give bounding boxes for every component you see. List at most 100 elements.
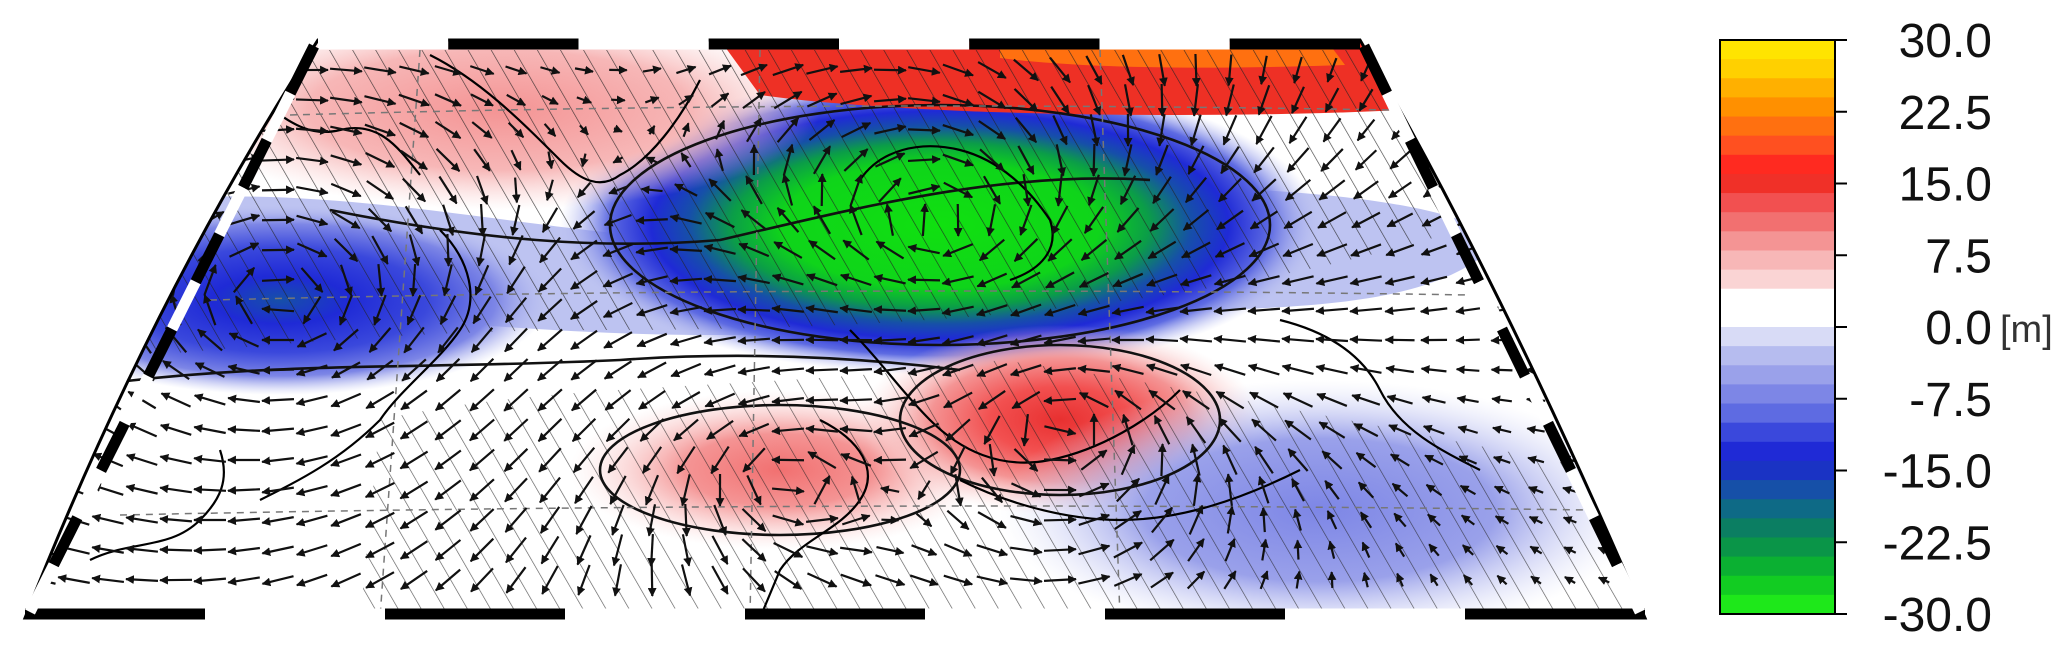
wind-arrow [1391,482,1409,498]
wind-arrow [134,234,150,266]
wind-arrow [1322,117,1342,143]
wind-arrow [159,423,192,436]
wind-arrow [160,92,192,108]
wind-arrow [669,213,702,225]
wind-arrow [1491,214,1513,226]
wind-arrow [469,357,495,383]
wind-arrow [194,362,225,378]
colorbar-band [1720,173,1835,194]
wind-arrow [881,515,900,525]
wind-arrow [1598,62,1610,78]
wind-arrow [434,539,462,561]
wind-arrow [503,418,529,442]
wind-arrow [817,173,827,207]
wind-arrow [839,304,873,314]
wind-arrow [1456,395,1479,404]
wind-arrow [1595,425,1612,435]
wind-arrow [330,125,363,136]
wind-arrow [408,234,421,267]
wind-arrow [1425,483,1443,497]
wind-arrow [975,304,1008,317]
wind-arrow [1492,425,1512,434]
wind-arrow [376,263,386,297]
colorbar: 30.0 22.5 15.0 7.5 0.0 -7.5 -15.0 -22.5 -30.0 [m… [1719,15,2053,642]
wind-arrow [839,395,873,405]
wind-arrow [1361,541,1371,559]
wind-arrow [607,446,629,474]
wind-arrow [745,175,763,205]
wind-arrow [907,306,941,315]
wind-arrow [1427,513,1441,527]
wind-arrow [976,544,1009,557]
wind-arrow [849,204,863,236]
wind-arrow [193,393,226,406]
wind-arrow [840,573,872,587]
wind-arrow [908,66,941,76]
wind-arrow [330,154,363,167]
wind-arrow [330,483,362,497]
wind-arrow [1561,184,1579,196]
wind-arrow [943,391,973,409]
wind-arrow [1317,211,1347,229]
wind-arrow [806,63,839,75]
wind-arrow [840,546,873,556]
wind-arrow [1320,148,1344,172]
wind-arrow [943,181,974,199]
wind-arrow [338,294,353,326]
colorbar-band [1720,250,1835,271]
wind-arrow [1631,546,1645,555]
wind-arrow [1564,576,1576,585]
wind-arrow [1387,181,1412,199]
wind-arrow [1043,303,1076,317]
wind-arrow [331,361,361,379]
wind-arrow [28,88,52,112]
wind-arrow [1293,570,1303,589]
wind-arrow [1222,444,1238,476]
wind-arrow [400,570,428,590]
wind-arrow [1189,443,1201,476]
wind-arrow [434,419,462,441]
wind-arrow [711,565,729,595]
wind-arrow [193,424,226,435]
colorbar-band [1720,575,1835,596]
wind-arrow [541,207,559,233]
wind-arrow [640,185,663,195]
wind-arrow [1218,417,1242,443]
wind-arrow [1562,122,1578,138]
wind-arrow [1260,538,1269,561]
wind-arrow [1157,83,1167,117]
wind-arrow [1560,245,1580,255]
wind-arrow [641,446,663,474]
wind-arrow [96,357,120,383]
wind-arrow [1080,449,1108,471]
wind-arrow [59,420,89,440]
wind-arrow [1010,303,1042,317]
wind-arrow [1224,54,1234,87]
wind-arrow [771,396,805,406]
colorbar-band [1720,422,1835,443]
wind-arrow [874,123,907,135]
wind-arrow [1050,86,1070,115]
wind-arrow [235,295,253,325]
wind-arrow [261,185,295,195]
wind-arrow [1043,575,1077,584]
wind-arrow [706,419,734,441]
wind-arrow [1149,208,1175,232]
wind-arrow [1151,506,1173,534]
wind-arrow [703,243,736,255]
wind-arrow [907,336,940,346]
wind-arrow [1258,55,1268,86]
wind-arrow [98,325,118,355]
wind-arrow [986,204,997,237]
wind-arrow [1214,242,1245,258]
wind-arrow [611,95,626,105]
wind-arrow [330,542,362,558]
wind-arrow [1530,575,1542,585]
colorbar-band [1720,269,1835,290]
wind-arrow [941,305,974,316]
wind-arrow [1315,275,1348,287]
wind-arrow [1213,274,1246,287]
wind-arrow [710,92,730,108]
wind-arrow [505,566,527,594]
wind-arrow [1458,152,1478,168]
